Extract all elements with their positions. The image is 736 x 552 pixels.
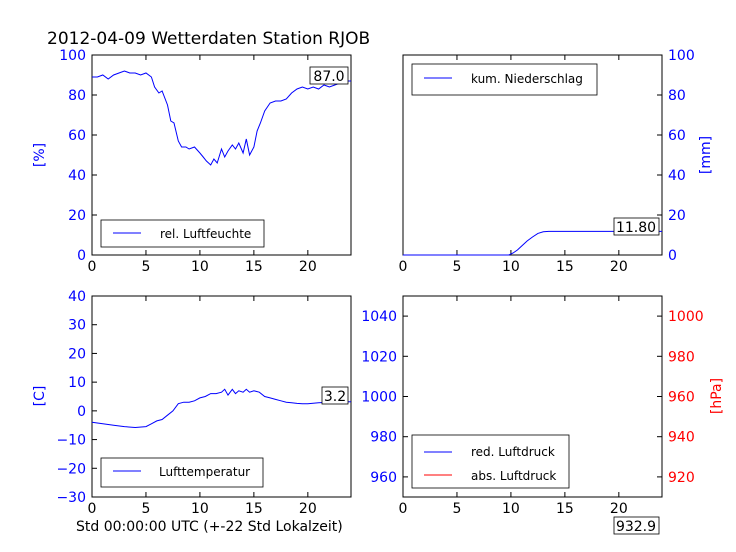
temperature-y-tick-label: 0 (77, 404, 86, 420)
pressure-y-label: [hPa] (709, 378, 725, 414)
precip-y-tick-label: 40 (668, 168, 686, 184)
pressure-y-tick-label: 1040 (361, 309, 397, 325)
pressure-right-y-tick-label: 960 (668, 390, 695, 406)
pressure-y-tick-label: 960 (370, 470, 397, 486)
precip-y-label: [mm] (698, 136, 714, 174)
temperature-y-tick-label: −30 (56, 490, 86, 506)
temperature-legend-label: Lufttemperatur (159, 465, 250, 479)
temperature-y-tick-label: −20 (56, 461, 86, 477)
humidity-x-tick-label: 15 (245, 259, 263, 275)
humidity-y-tick-label: 80 (68, 88, 86, 104)
temperature-legend: Lufttemperatur (100, 457, 264, 488)
humidity-y-tick-label: 40 (68, 168, 86, 184)
precip-x-tick-label: 5 (452, 259, 461, 275)
humidity-y-tick-label: 0 (77, 248, 86, 264)
humidity-legend: rel. Luftfeuchte (100, 219, 265, 248)
humidity-x-tick-label: 5 (141, 259, 150, 275)
humidity-last-value-box (309, 66, 349, 85)
pressure-right-y-tick-label: 940 (668, 430, 695, 446)
temperature-x-tick-label: 0 (88, 501, 97, 517)
humidity-x-tick-label: 0 (88, 259, 97, 275)
humidity-y-tick-label: 100 (59, 48, 86, 64)
precip-line (403, 230, 662, 256)
precip-legend-label: kum. Niederschlag (471, 72, 583, 86)
temperature-y-tick-label: 10 (68, 375, 86, 391)
precip-legend: kum. Niederschlag (411, 63, 598, 96)
pressure-legend-box (411, 434, 570, 489)
humidity-plot-frame (91, 54, 352, 256)
pressure-y-tick-label: 1020 (361, 349, 397, 365)
temperature-x-tick-label: 20 (299, 501, 317, 517)
precip-x-tick-label: 15 (556, 259, 574, 275)
temperature-y-tick-label: −10 (56, 433, 86, 449)
pressure-panel: 0 5 10 15 20 960 980 1000 1020 1040 920 940 960 980 10… (361, 295, 725, 535)
pressure-x-tick-label: 15 (556, 501, 574, 517)
precip-x-tick-label: 20 (610, 259, 628, 275)
precip-x-tick-label: 10 (502, 259, 520, 275)
precip-panel: 0 5 10 15 20 0 20 40 60 80 100 [mm] 11.80 kum. Nie… (399, 48, 714, 275)
temperature-x-tick-label: 10 (191, 501, 209, 517)
precip-y-tick-label: 0 (668, 248, 677, 264)
humidity-panel: 0 5 10 15 20 0 20 40 60 80 100 [%] 87.0 rel. Luftf… (32, 48, 352, 275)
humidity-x-tick-label: 10 (191, 259, 209, 275)
temperature-y-label: [C] (32, 386, 48, 407)
precip-y-tick-label: 20 (668, 208, 686, 224)
precip-y-tick-label: 100 (668, 48, 695, 64)
pressure-x-tick-label: 5 (452, 501, 461, 517)
pressure-right-y-tick-label: 1000 (668, 309, 704, 325)
pressure-y-tick-label: 980 (370, 430, 397, 446)
precip-y-tick-label: 80 (668, 88, 686, 104)
footer-time-label: Std 00:00:00 UTC (+-22 Std Lokalzeit) (76, 519, 343, 535)
pressure-last-value-box (613, 516, 660, 535)
pressure-legend: red. Luftdruck abs. Luftdruck (411, 434, 570, 489)
precip-y-tick-label: 60 (668, 128, 686, 144)
temperature-legend-box (100, 457, 264, 488)
precip-plot-frame (402, 54, 663, 256)
pressure-right-y-tick-label: 980 (668, 349, 695, 365)
precip-last-value-box (613, 217, 660, 236)
precip-x-tick-label: 0 (399, 259, 408, 275)
pressure-last-value: 932.9 (616, 519, 656, 535)
temperature-line (91, 388, 352, 429)
temperature-last-value: 3.2 (324, 389, 346, 405)
temperature-y-tick-label: 40 (68, 289, 86, 305)
pressure-x-tick-label: 0 (399, 501, 408, 517)
humidity-y-tick-label: 20 (68, 208, 86, 224)
humidity-y-tick-label: 60 (68, 128, 86, 144)
temperature-panel: 0 5 10 15 20 −30 −20 −10 0 10 20 30 40 [C] 3.2 Luftt… (32, 289, 352, 517)
humidity-x-tick-label: 20 (299, 259, 317, 275)
humidity-y-label: [%] (32, 143, 48, 167)
precip-last-value: 11.80 (616, 220, 656, 236)
temperature-y-tick-label: 30 (68, 318, 86, 334)
figure-title: 2012-04-09 Wetterdaten Station RJOB (47, 29, 370, 49)
temperature-plot-frame (91, 295, 352, 498)
temperature-last-value-box (321, 386, 349, 405)
precip-legend-box (411, 63, 598, 96)
pressure-legend-label-abs: abs. Luftdruck (471, 469, 556, 483)
humidity-last-value: 87.0 (313, 69, 344, 85)
temperature-x-tick-label: 5 (141, 501, 150, 517)
pressure-x-tick-label: 20 (610, 501, 628, 517)
pressure-y-tick-label: 1000 (361, 390, 397, 406)
temperature-y-tick-label: 20 (68, 346, 86, 362)
humidity-line (92, 70, 351, 166)
pressure-right-y-tick-label: 920 (668, 470, 695, 486)
temperature-x-tick-label: 15 (245, 501, 263, 517)
pressure-x-tick-label: 10 (502, 501, 520, 517)
humidity-legend-label: rel. Luftfeuchte (160, 227, 251, 241)
pressure-legend-label-red: red. Luftdruck (471, 445, 555, 459)
